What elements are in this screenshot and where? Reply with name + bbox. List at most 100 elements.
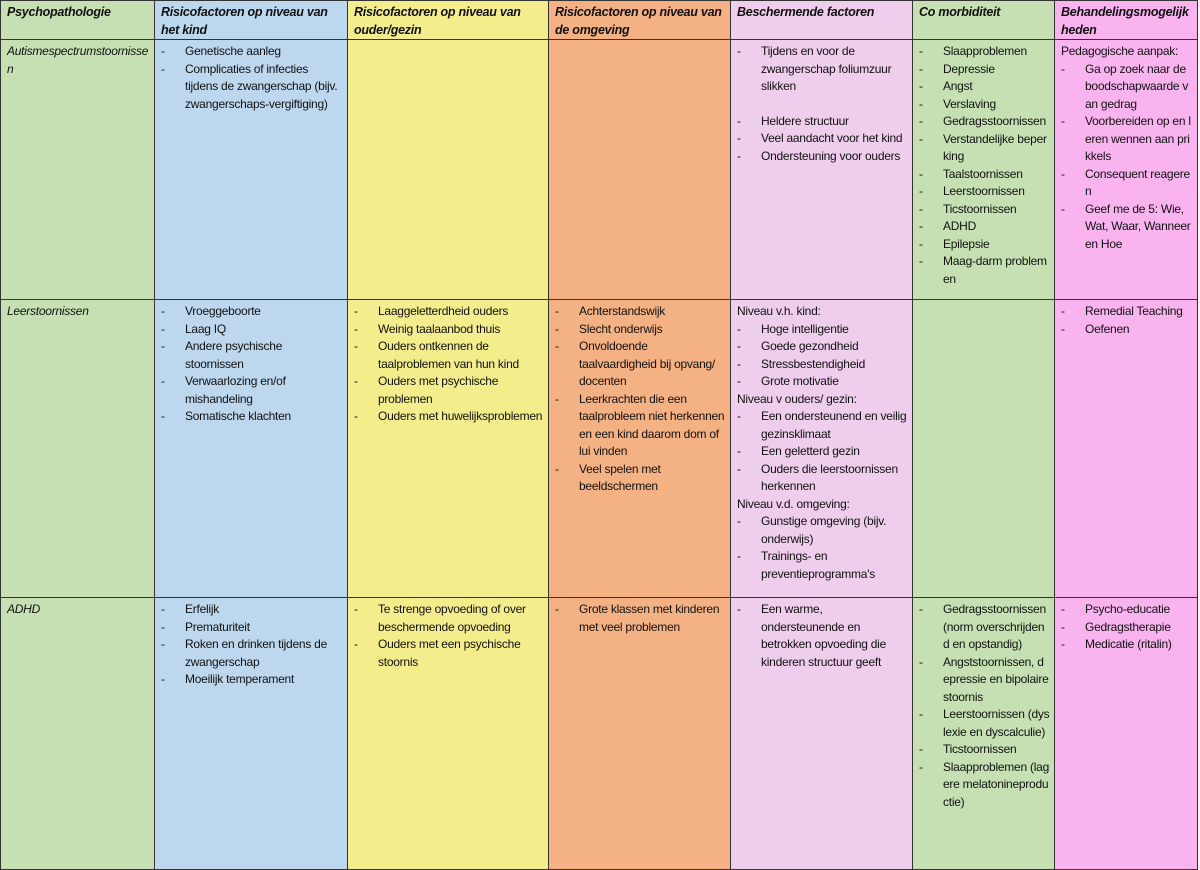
list-item-text: Ouders met een psychische stoornis xyxy=(378,637,521,669)
list-item-text: Goede gezondheid xyxy=(761,339,859,353)
list-item: - Consequent reageren xyxy=(1061,166,1193,201)
bullet-dash: - xyxy=(737,339,741,353)
cell-beschermend: Niveau v.h. kind: - Hoge intelligentie - Goe… xyxy=(731,300,913,598)
list-item: - Stressbestendigheid xyxy=(737,356,908,374)
cell-ouder: - Te strenge opvoeding of over beschermen… xyxy=(348,598,549,870)
list-item-text: Taalstoornissen xyxy=(943,166,1023,181)
list-item-text: Moeilijk temperament xyxy=(185,672,295,686)
bullet-dash: - xyxy=(1061,637,1065,651)
list-item: - Verslaving xyxy=(919,96,1050,114)
list-item: - Leerstoornissen xyxy=(919,183,1050,201)
bullet-dash: - xyxy=(919,236,923,251)
list-item: - ADHD xyxy=(919,218,1050,236)
list-item-text: Ondersteuning voor ouders xyxy=(761,148,901,163)
list-item-text: Een warme, ondersteunende en betrokken o… xyxy=(761,602,887,669)
list-item-text: Remedial Teaching xyxy=(1085,304,1183,318)
list-item-text: Geef me de 5: Wie, Wat, Waar, Wanneer en… xyxy=(1085,201,1191,251)
bullet-dash: - xyxy=(737,409,741,423)
list-item-text: Te strenge opvoeding of over beschermend… xyxy=(378,602,526,634)
list-item-text: Een ondersteunend en veilig gezinsklimaa… xyxy=(761,409,907,441)
list-item-text: Roken en drinken tijdens de zwangerschap xyxy=(185,637,328,669)
list-item-text: Slaapproblemen (lagere melatonineproduct… xyxy=(943,759,1049,809)
bullet-dash: - xyxy=(919,61,923,76)
bullet-dash: - xyxy=(161,339,165,353)
list-item: - Veel spelen met beeldschermen xyxy=(555,461,726,496)
list-item-text: Slaapproblemen xyxy=(943,44,1027,58)
list-item: - Ouders met psychische problemen xyxy=(354,373,544,408)
list-item-text: Ga op zoek naar de boodschapwaarde van g… xyxy=(1085,61,1189,111)
list-item: - Andere psychische stoornissen xyxy=(161,338,343,373)
list-item: - Medicatie (ritalin) xyxy=(1061,636,1193,654)
list-item-text: Ouders met huwelijksproblemen xyxy=(378,409,543,423)
list-item: - Leerstoornissen (dyslexie en dyscalculi… xyxy=(919,706,1050,741)
bullet-dash: - xyxy=(555,391,559,406)
list-item: - Trainings- en preventieprogramma's xyxy=(737,548,908,583)
cell-behandeling: - Remedial Teaching - Oefenen xyxy=(1055,300,1198,598)
list-item-text: Hoge intelligentie xyxy=(761,321,849,336)
bullet-dash: - xyxy=(737,602,741,616)
bullet-dash: - xyxy=(1061,321,1065,336)
list-item: - Hoge intelligentie xyxy=(737,321,908,339)
list-item: - Voorbereiden op en leren wennen aan pri… xyxy=(1061,113,1193,166)
list-item: - Een geletterd gezin xyxy=(737,443,908,461)
list-item: - Een ondersteunend en veilig gezinsklima… xyxy=(737,408,908,443)
list-item-text: Gedragsstoornissen xyxy=(943,114,1046,128)
header-omgeving: Risicofactoren op niveau van de omgeving xyxy=(549,0,731,40)
bullet-dash: - xyxy=(919,44,923,58)
list-item-text: Ticstoornissen xyxy=(943,742,1017,756)
list-item: - Verstandelijke beperking xyxy=(919,131,1050,166)
list-item: - Taalstoornissen xyxy=(919,166,1050,184)
cell-comorbiditeit: - Slaapproblemen - Depressie - Angst - Verslavi… xyxy=(913,40,1055,300)
bullet-dash: - xyxy=(161,619,165,634)
list-item: - Weinig taalaanbod thuis xyxy=(354,321,544,339)
bullet-dash: - xyxy=(555,461,559,476)
cell-beschermend: - Tijdens en voor de zwangerschap foliumz… xyxy=(731,40,913,300)
list-item-text: Pedagogische aanpak: xyxy=(1061,44,1179,58)
header-behandeling: Behandelingsmogelijkheden xyxy=(1055,0,1198,40)
bullet-dash: - xyxy=(1061,61,1065,76)
bullet-dash: - xyxy=(737,356,741,371)
list-item-text: Laag IQ xyxy=(185,321,226,336)
list-item: - Te strenge opvoeding of over beschermen… xyxy=(354,601,544,636)
cell-comorbiditeit xyxy=(913,300,1055,598)
bullet-dash: - xyxy=(737,514,741,528)
list-item-text: Vroeggeboorte xyxy=(185,304,261,318)
list-item: - Ticstoornissen xyxy=(919,201,1050,219)
list-item-text: Stressbestendigheid xyxy=(761,356,865,371)
cell-kind: - Erfelijk - Prematuriteit - Roken en drinken… xyxy=(155,598,348,870)
list-item-text: Consequent reageren xyxy=(1085,166,1190,199)
list-item-text: Medicatie (ritalin) xyxy=(1085,637,1172,651)
list-item: - Geef me de 5: Wie, Wat, Waar, Wanneer e… xyxy=(1061,201,1193,254)
bullet-dash: - xyxy=(737,321,741,336)
list-item-text: Niveau v ouders/ gezin: xyxy=(737,391,857,406)
bullet-dash: - xyxy=(161,374,165,388)
list-item-text: Leerstoornissen (dyslexie en dyscalculie… xyxy=(943,707,1050,739)
row-label: Autismespectrumstoornissen xyxy=(0,40,155,300)
list-item-text: Ouders met psychische problemen xyxy=(378,374,499,406)
list-item: - Angststoornissen, depressie en bipolair… xyxy=(919,654,1050,707)
cell-comorbiditeit: - Gedragsstoornissen (norm overschrijdend… xyxy=(913,598,1055,870)
list-label: Pedagogische aanpak: xyxy=(1061,43,1193,61)
list-item-text: Oefenen xyxy=(1085,321,1130,336)
bullet-dash: - xyxy=(919,201,923,216)
bullet-dash: - xyxy=(555,339,559,353)
list-item-text: Laaggeletterdheid ouders xyxy=(378,304,509,318)
list-item: - Veel aandacht voor het kind xyxy=(737,130,908,148)
bullet-dash: - xyxy=(161,304,165,318)
bullet-dash: - xyxy=(919,114,923,128)
list-item-text: Verslaving xyxy=(943,96,996,111)
list-item-text: Genetische aanleg xyxy=(185,44,281,58)
list-item: - Ouders ontkennen de taalproblemen van h… xyxy=(354,338,544,373)
list-item: - Leerkrachten die een taalprobleem niet … xyxy=(555,391,726,461)
list-item: - Roken en drinken tijdens de zwangerscha… xyxy=(161,636,343,671)
bullet-dash: - xyxy=(1061,619,1065,634)
cell-behandeling: - Psycho-educatie - Gedragstherapie - Medicat… xyxy=(1055,598,1198,870)
list-label: Niveau v ouders/ gezin: xyxy=(737,391,908,409)
list-item: - Moeilijk temperament xyxy=(161,671,343,689)
list-item-text: Slecht onderwijs xyxy=(579,321,663,336)
cell-ouder: - Laaggeletterdheid ouders - Weinig taalaan… xyxy=(348,300,549,598)
list-item: - Ouders die leerstoornissen herkennen xyxy=(737,461,908,496)
bullet-dash: - xyxy=(1061,166,1065,181)
list-label: Niveau v.d. omgeving: xyxy=(737,496,908,514)
bullet-dash: - xyxy=(161,672,165,686)
